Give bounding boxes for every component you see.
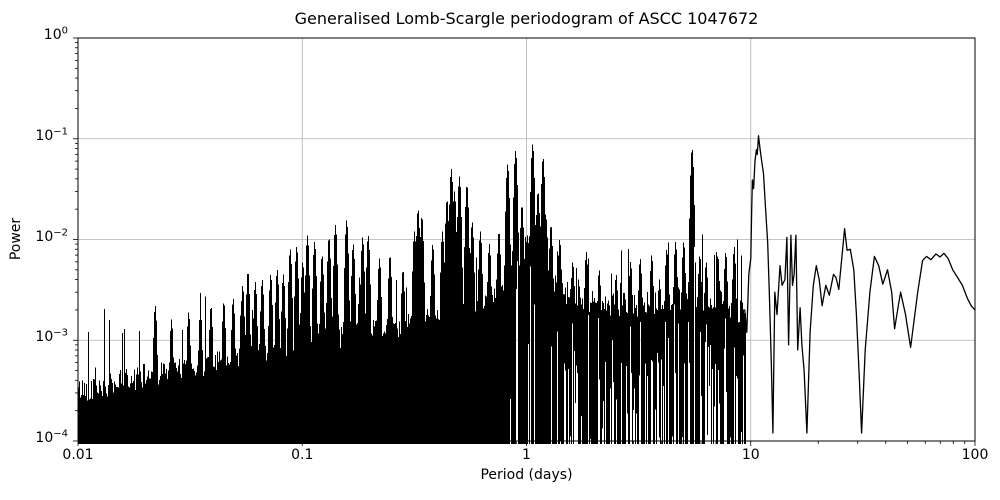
axis-spines [77, 37, 976, 442]
y-tick-label: 10−3 [35, 327, 68, 346]
y-tick-label: 10−1 [35, 126, 68, 144]
y-tick-exponent: −4 [53, 428, 68, 440]
y-tick-exponent: −2 [53, 226, 68, 238]
x-tick-label: 1 [522, 447, 531, 463]
y-tick-exponent: −1 [53, 126, 68, 138]
y-tick-exponent: 0 [61, 25, 68, 37]
axis-ticks [73, 37, 976, 446]
y-tick-label: 100 [43, 25, 68, 43]
x-axis-label: Period (days) [480, 467, 573, 483]
y-tick-exponent: −3 [53, 327, 68, 339]
y-tick-label: 10−4 [35, 428, 68, 446]
chart-title: Generalised Lomb-Scargle periodogram of … [294, 9, 759, 28]
x-tick-label: 0.1 [291, 447, 314, 463]
x-tick-label: 10 [741, 447, 760, 463]
data-series-dense [78, 144, 746, 444]
x-tick-label: 0.01 [62, 447, 94, 463]
y-tick-label: 10−2 [35, 226, 68, 245]
x-tick-label: 100 [961, 447, 989, 463]
data-series-smooth [744, 135, 976, 434]
